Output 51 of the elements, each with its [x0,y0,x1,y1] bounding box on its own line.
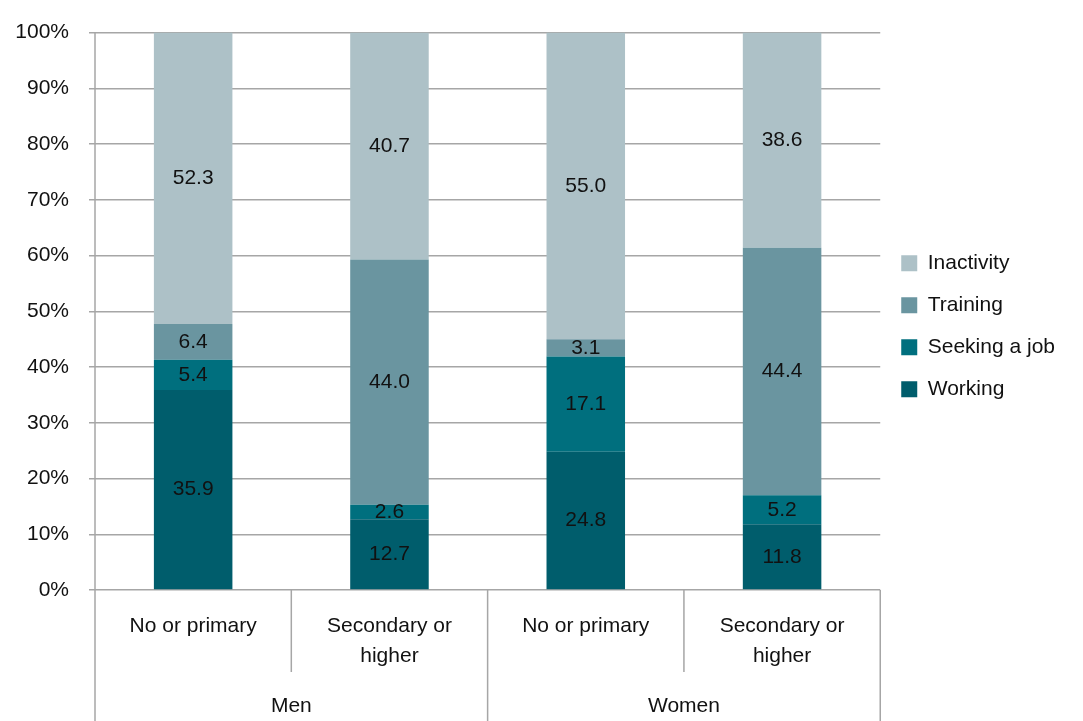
bar [153,324,233,360]
y-tick-label: 70% [26,186,69,210]
data-label: 44.0 [369,368,410,392]
y-tick-label: 40% [26,353,69,377]
bar [546,32,626,340]
y-tick-label: 100% [15,19,69,43]
bar [350,519,429,590]
bar [742,32,822,248]
text: Women [647,692,720,716]
y-tick-label: 30% [26,409,69,433]
bar [546,451,626,590]
data-label: 5.4 [178,361,209,385]
y-tick-label: 20% [26,465,69,489]
y-tick-label: 10% [26,521,69,545]
data-label: 6.4 [178,328,209,352]
bar [742,495,822,525]
data-label: 17.1 [565,390,607,414]
legend-label: Training [927,292,1003,316]
bar [350,32,429,260]
data-label: 35.9 [172,476,214,500]
data-label: 12.7 [369,541,410,565]
data-label: 44.4 [761,358,803,382]
x-tick-label: No or primary [129,613,258,637]
data-label: 52.3 [172,165,214,189]
y-tick-label: 0% [38,576,69,600]
data-label: 55.0 [565,172,607,196]
legend-label: Seeking a job [927,334,1055,358]
data-label: 2.6 [374,498,405,522]
bar [350,259,429,505]
text: Men [270,692,312,716]
bar [546,356,626,452]
data-label: 40.7 [369,132,410,156]
bar [153,32,233,325]
data-label: 24.8 [565,507,607,531]
data-label: 38.6 [761,126,803,150]
x-tick-label: Secondary or higher [327,613,452,666]
data-label: 5.2 [767,496,797,520]
data-label: 3.1 [571,334,601,358]
x-tick-label: No or primary [522,613,650,637]
bar [742,524,822,590]
legend-label: Inactivity [927,250,1010,274]
x-tick-label: Secondary or higher [719,613,845,666]
bar [153,389,233,590]
y-tick-label: 50% [26,298,69,322]
y-tick-label: 90% [26,75,69,99]
legend-label: Working [927,376,1005,400]
data-label: 11.8 [762,543,802,567]
bar [153,359,233,390]
bar [742,247,822,496]
y-tick-label: 80% [26,130,69,154]
y-tick-label: 60% [26,242,69,266]
